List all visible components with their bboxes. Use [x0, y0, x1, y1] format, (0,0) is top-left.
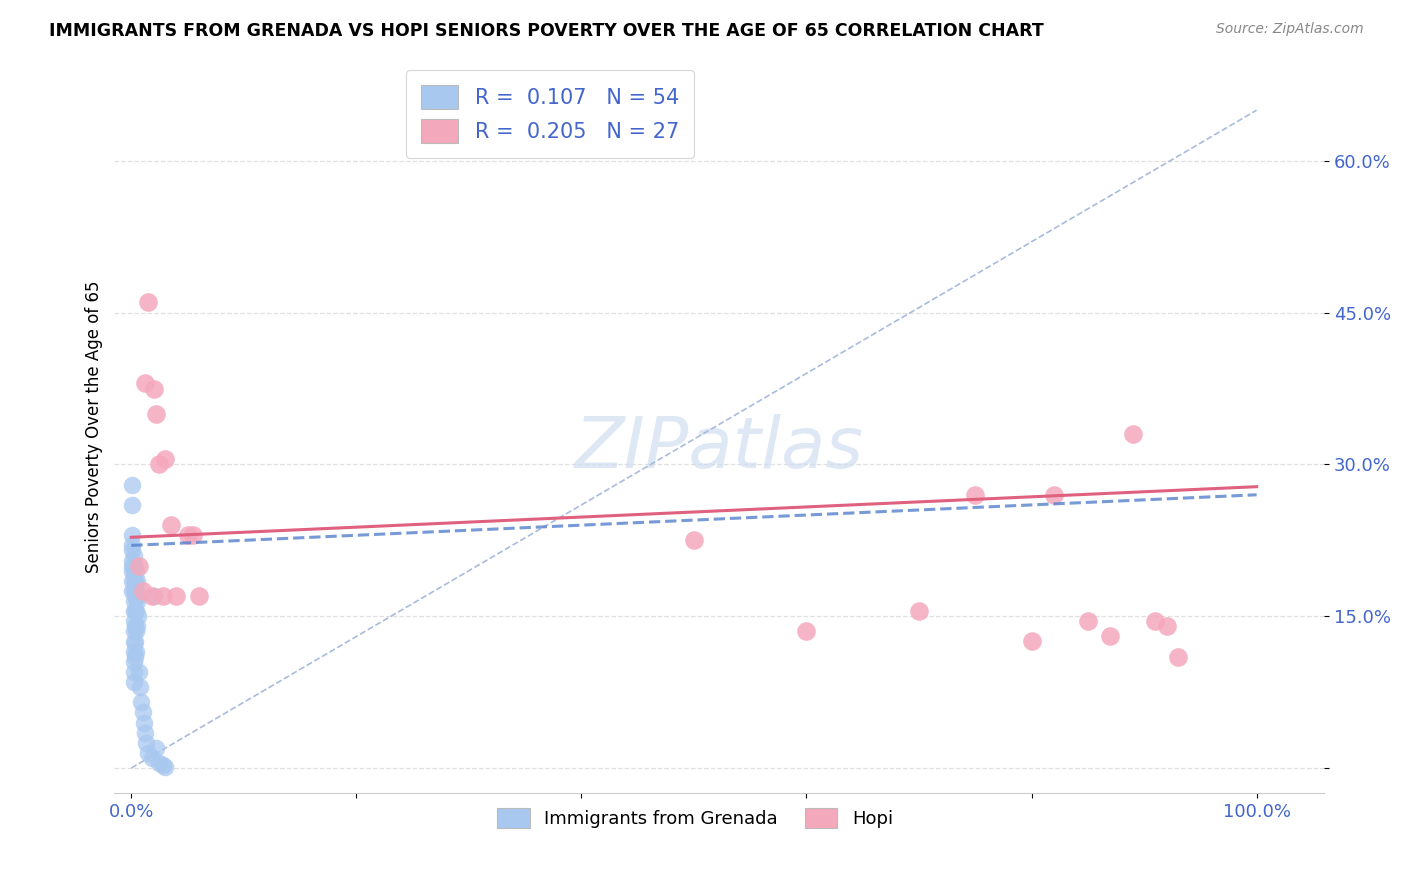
Point: [125, 604, 148, 618]
Point: [121, 538, 143, 552]
Point: [121, 528, 143, 542]
Point: [121, 583, 143, 598]
Point: [121, 564, 143, 578]
Point: [124, 558, 146, 573]
Point: [132, 715, 155, 730]
Legend: Immigrants from Grenada, Hopi: Immigrants from Grenada, Hopi: [491, 800, 900, 836]
Text: ZIPatlas: ZIPatlas: [575, 414, 863, 483]
Point: [908, 604, 931, 618]
Point: [141, 589, 163, 603]
Point: [1122, 427, 1144, 442]
Point: [136, 746, 159, 760]
Point: [134, 376, 156, 391]
Point: [1144, 615, 1167, 629]
Point: [134, 725, 156, 739]
Point: [124, 604, 146, 618]
Point: [121, 558, 143, 573]
Point: [122, 675, 145, 690]
Point: [124, 649, 146, 664]
Text: Source: ZipAtlas.com: Source: ZipAtlas.com: [1216, 22, 1364, 37]
Point: [122, 634, 145, 648]
Point: [148, 458, 170, 472]
Point: [148, 756, 170, 770]
Point: [131, 695, 153, 709]
Point: [181, 528, 204, 542]
Point: [159, 518, 181, 533]
Point: [1156, 619, 1178, 633]
Point: [125, 619, 148, 633]
Point: [1167, 649, 1189, 664]
Point: [153, 452, 176, 467]
Point: [127, 589, 149, 603]
Point: [124, 589, 146, 603]
Point: [131, 706, 153, 720]
Point: [122, 655, 145, 669]
Point: [683, 533, 706, 548]
Point: [796, 624, 818, 639]
Point: [124, 619, 146, 633]
Point: [145, 407, 167, 421]
Point: [165, 589, 187, 603]
Point: [128, 558, 150, 573]
Y-axis label: Seniors Poverty Over the Age of 65: Seniors Poverty Over the Age of 65: [86, 280, 103, 573]
Point: [122, 615, 145, 629]
Point: [128, 665, 150, 679]
Text: IMMIGRANTS FROM GRENADA VS HOPI SENIORS POVERTY OVER THE AGE OF 65 CORRELATION C: IMMIGRANTS FROM GRENADA VS HOPI SENIORS …: [49, 22, 1045, 40]
Point: [152, 758, 174, 772]
Point: [122, 583, 145, 598]
Point: [125, 645, 148, 659]
Point: [125, 574, 148, 588]
Point: [153, 760, 176, 774]
Point: [135, 736, 157, 750]
Point: [121, 574, 143, 588]
Point: [121, 553, 143, 567]
Point: [965, 488, 987, 502]
Point: [122, 564, 145, 578]
Point: [131, 583, 153, 598]
Point: [125, 564, 148, 578]
Point: [125, 583, 148, 598]
Point: [187, 589, 209, 603]
Point: [125, 624, 148, 639]
Point: [1043, 488, 1066, 502]
Point: [136, 295, 159, 310]
Point: [121, 498, 143, 512]
Point: [1099, 630, 1122, 644]
Point: [124, 634, 146, 648]
Point: [121, 477, 143, 491]
Point: [122, 624, 145, 639]
Point: [1077, 615, 1099, 629]
Point: [122, 594, 145, 608]
Point: [176, 528, 198, 542]
Point: [1021, 633, 1043, 648]
Point: [145, 740, 167, 755]
Point: [142, 589, 165, 603]
Point: [122, 574, 145, 588]
Point: [121, 543, 143, 558]
Point: [122, 549, 145, 563]
Point: [122, 665, 145, 679]
Point: [124, 574, 146, 588]
Point: [152, 589, 174, 603]
Point: [141, 751, 163, 765]
Point: [127, 609, 149, 624]
Point: [125, 594, 148, 608]
Point: [129, 680, 152, 694]
Point: [142, 382, 165, 396]
Point: [122, 645, 145, 659]
Point: [122, 604, 145, 618]
